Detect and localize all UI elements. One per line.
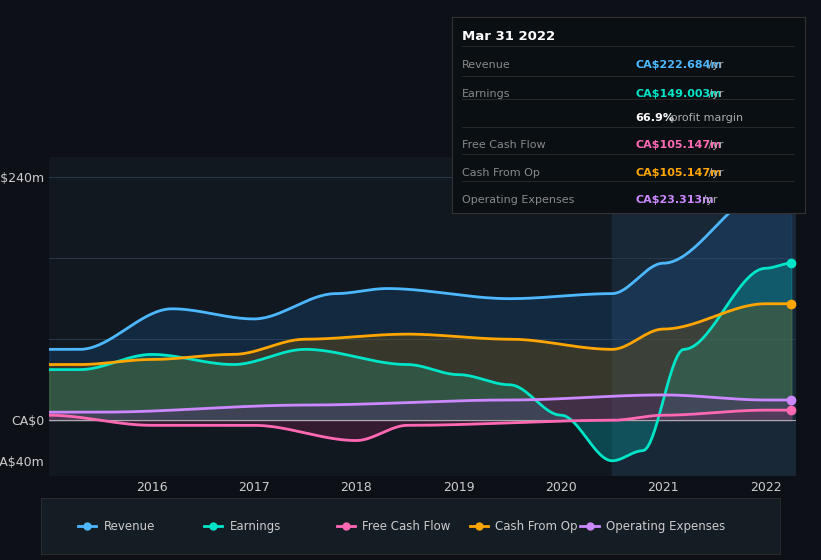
Text: CA$105.147m: CA$105.147m [635, 140, 722, 150]
Bar [612, 157, 801, 476]
Text: CA$23.313m: CA$23.313m [635, 195, 713, 205]
Text: /yr: /yr [699, 195, 718, 205]
Text: Earnings: Earnings [230, 520, 281, 533]
Text: Earnings: Earnings [462, 89, 511, 99]
Text: 66.9%: 66.9% [635, 113, 674, 123]
Text: Cash From Op: Cash From Op [496, 520, 578, 533]
Text: Free Cash Flow: Free Cash Flow [363, 520, 451, 533]
Text: Operating Expenses: Operating Expenses [462, 195, 575, 205]
Text: Cash From Op: Cash From Op [462, 167, 540, 178]
Text: CA$222.684m: CA$222.684m [635, 60, 722, 70]
Text: Mar 31 2022: Mar 31 2022 [462, 30, 555, 43]
Text: /yr: /yr [705, 167, 723, 178]
Text: CA$105.147m: CA$105.147m [635, 167, 722, 178]
Text: /yr: /yr [705, 60, 723, 70]
Text: /yr: /yr [705, 140, 723, 150]
Text: /yr: /yr [705, 89, 723, 99]
Text: Revenue: Revenue [104, 520, 155, 533]
Text: profit margin: profit margin [667, 113, 743, 123]
Text: Revenue: Revenue [462, 60, 511, 70]
Text: Operating Expenses: Operating Expenses [606, 520, 726, 533]
Text: Free Cash Flow: Free Cash Flow [462, 140, 546, 150]
Text: CA$149.003m: CA$149.003m [635, 89, 722, 99]
